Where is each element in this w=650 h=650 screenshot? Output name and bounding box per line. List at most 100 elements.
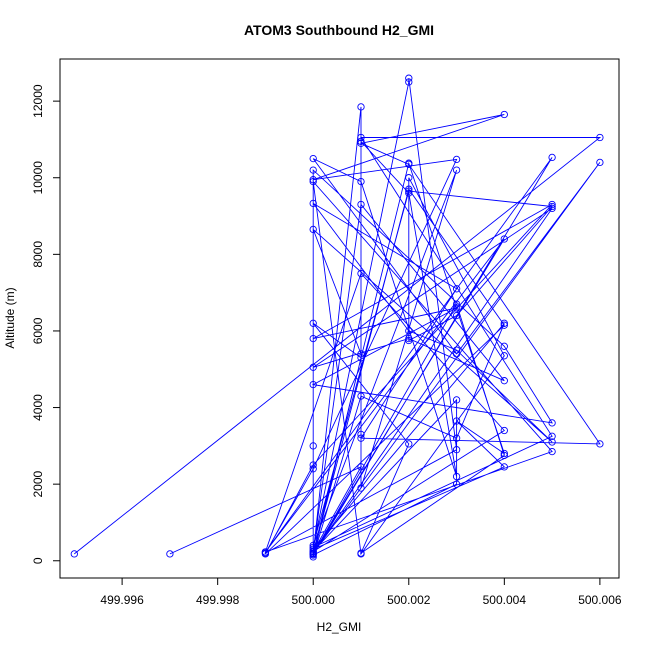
data-point [309,550,317,558]
x-tick-label: 499.998 [196,593,240,607]
x-tick-label: 500.002 [387,593,431,607]
data-point [309,225,317,234]
data-point [548,202,556,211]
data-point [405,334,413,343]
data-point [357,484,365,492]
x-tick-label: 500.000 [292,593,336,607]
data-point [405,187,413,195]
series-line [74,78,602,558]
data-point [596,440,604,448]
data-point [452,446,461,454]
data-point [357,137,365,146]
data-point [357,133,365,142]
data-point [309,177,317,186]
data-point [596,158,604,167]
data-point [548,204,556,213]
x-axis: 499.996 499.998 500.000 500.002 500.004 500.0… [100,577,622,607]
data-point [452,155,461,164]
data-point [70,550,78,558]
data-point [452,285,461,293]
data-point [309,442,317,450]
series-layer [70,74,604,561]
x-tick-label: 500.006 [578,593,622,607]
data-point [309,334,317,343]
y-axis: 0 2000 4000 6000 8000 10000 12000 [31,84,61,564]
data-point [261,548,270,556]
data-point [309,199,317,208]
y-tick-label: 10000 [31,161,45,195]
data-point [452,396,461,404]
data-point [309,547,317,556]
data-point [309,166,317,174]
x-tick-label: 500.004 [483,593,527,607]
data-point [500,426,508,435]
data-point [452,346,461,354]
chart-title: ATOM3 Southbound H2_GMI [244,22,434,38]
data-point [548,200,556,209]
x-axis-label: H2_GMI [317,620,362,634]
data-point [357,177,365,186]
data-point [357,550,365,558]
data-point [500,319,508,327]
data-point [405,159,413,167]
data-point [309,465,317,473]
data-point [309,319,317,327]
y-tick-label: 4000 [31,394,45,421]
data-point [548,447,556,456]
data-point [452,350,461,358]
data-point [405,174,413,182]
data-point [357,463,365,471]
data-point [166,550,174,558]
data-point [357,269,365,278]
data-point [452,472,461,481]
y-tick-label: 0 [31,557,45,564]
data-point [357,200,365,209]
data-point [500,342,508,350]
data-point [452,434,461,442]
data-point [405,336,413,345]
data-point [500,449,508,458]
data-point [452,417,461,425]
data-point [405,440,413,448]
data-point [357,350,365,358]
data-point [548,419,556,427]
data-point [357,434,365,442]
data-point [405,78,413,86]
x-tick-label: 499.996 [100,593,144,607]
y-tick-label: 12000 [31,84,45,118]
data-point [357,354,365,362]
data-point [500,321,508,329]
data-point [548,432,556,440]
data-point [405,74,413,82]
data-point [452,166,461,174]
data-point [548,438,556,446]
data-point [452,304,461,312]
data-point [357,430,365,439]
data-point [405,327,413,335]
data-point [500,377,508,385]
y-axis-label: Altitude (m) [3,287,17,348]
data-point [452,300,461,308]
y-tick-label: 6000 [31,317,45,344]
data-point [309,363,317,371]
data-point [309,154,317,163]
data-point [357,392,365,400]
data-point [452,480,461,488]
data-point [500,451,508,460]
plot-frame [59,58,620,579]
data-point [452,311,461,320]
data-point [261,550,270,558]
data-point [548,153,556,162]
data-point [309,380,317,389]
data-point [309,545,317,553]
data-point [309,461,317,469]
data-point [500,235,508,243]
data-point [309,553,317,561]
data-point [405,189,413,197]
y-tick-label: 2000 [31,470,45,497]
data-point [596,133,604,142]
data-point [357,139,365,147]
data-point [405,185,413,193]
data-point [500,463,508,471]
